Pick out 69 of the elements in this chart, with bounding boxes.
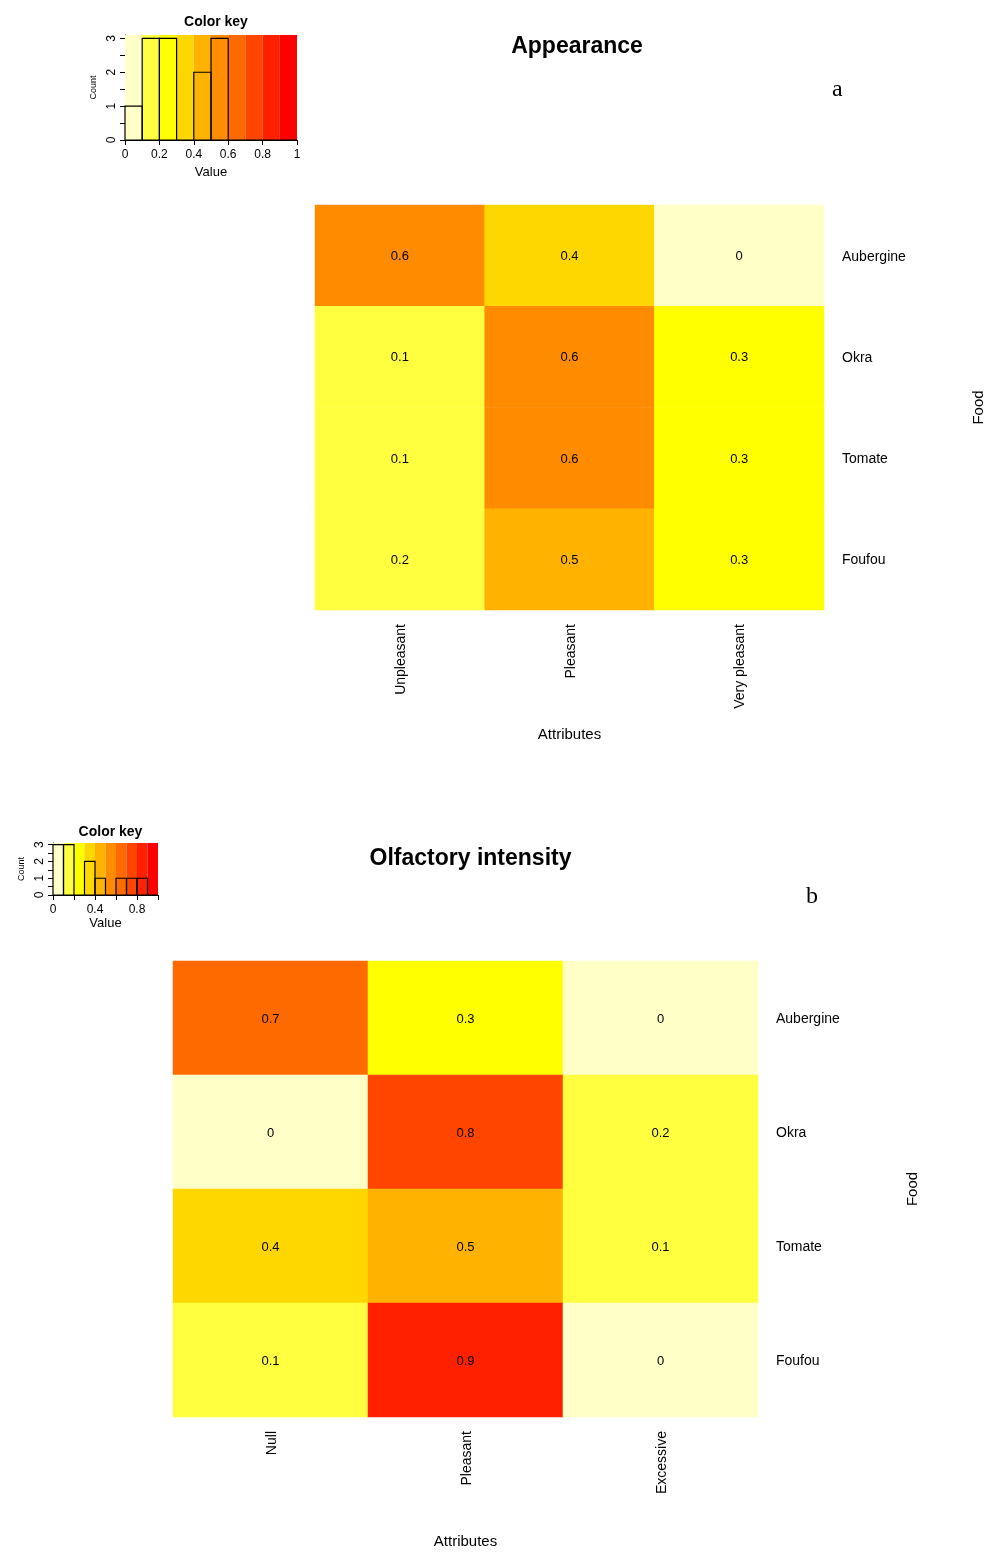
- x-tick-label: Null: [262, 1431, 279, 1456]
- y-tick-label: Tomate: [842, 450, 889, 467]
- x-tick-label: Unpleasant: [391, 623, 408, 695]
- data-label: 0.4: [560, 248, 579, 264]
- x-tick-label: 0.4: [86, 902, 104, 916]
- text: b: [806, 882, 818, 908]
- y-tick-label: Tomate: [776, 1238, 823, 1254]
- y-tick-label: Okra: [776, 1124, 807, 1140]
- data-label: 0: [656, 1010, 665, 1026]
- data-label: 0.9: [456, 1352, 475, 1368]
- y-tick-label: 3: [32, 841, 46, 849]
- data-label: 0.1: [651, 1238, 670, 1254]
- chart-title: Color key: [78, 823, 143, 839]
- data-label: 0.3: [730, 551, 749, 567]
- data-label: 0.2: [390, 551, 409, 567]
- data-label: 0.6: [560, 450, 579, 466]
- x-tick-label: 0.2: [151, 147, 169, 161]
- y-tick-label: Foufou: [842, 551, 886, 568]
- x-tick-label: 0.8: [254, 147, 272, 161]
- data-label: 0.2: [651, 1124, 670, 1140]
- x-tick-label: 1: [293, 147, 301, 161]
- chart-title: Olfactory intensity: [369, 843, 572, 870]
- y-tick-label: Aubergine: [776, 1010, 841, 1026]
- y-tick-label: 1: [32, 874, 46, 882]
- x-tick-label: 0: [49, 902, 57, 916]
- data-label: 0.6: [390, 248, 409, 264]
- x-tick-label: 0: [121, 147, 129, 161]
- y-axis-title: Food: [969, 390, 986, 425]
- data-label: 0.7: [261, 1010, 280, 1026]
- data-label: 0.4: [261, 1238, 280, 1254]
- x-tick-label: Very pleasant: [731, 623, 748, 709]
- x-tick-label: Pleasant: [457, 1430, 474, 1486]
- y-axis-title: Count: [87, 75, 98, 100]
- data-label: 0.5: [456, 1238, 475, 1254]
- chart-title: Appearance: [511, 31, 643, 58]
- data-label: 0: [656, 1352, 665, 1368]
- x-tick-label: 0.8: [128, 902, 146, 916]
- data-label: 0.5: [560, 551, 579, 567]
- x-axis-title: Attributes: [433, 1532, 498, 1549]
- data-label: 0: [266, 1124, 275, 1140]
- y-tick-label: 1: [104, 102, 118, 110]
- y-tick-label: 3: [104, 34, 118, 42]
- y-tick-label: 0: [32, 891, 46, 899]
- data-label: 0.3: [730, 349, 749, 365]
- x-axis-title: Value: [89, 914, 122, 930]
- y-axis-title: Food: [903, 1171, 920, 1207]
- data-label: 0.8: [456, 1124, 475, 1140]
- x-axis-title: Value: [194, 163, 228, 179]
- data-label: 0.3: [730, 450, 749, 466]
- y-tick-label: Okra: [842, 348, 873, 365]
- x-tick-label: 0.4: [185, 147, 203, 161]
- x-axis-title: Attributes: [537, 725, 602, 742]
- data-label: 0.1: [390, 349, 409, 365]
- data-label: 0.1: [261, 1352, 280, 1368]
- data-label: 0.1: [390, 450, 409, 466]
- y-tick-label: Aubergine: [842, 247, 907, 264]
- data-label: 0.6: [560, 349, 579, 365]
- data-label: 0: [735, 248, 743, 264]
- y-tick-label: Foufou: [776, 1352, 820, 1368]
- y-tick-label: 2: [104, 68, 118, 76]
- y-tick-label: 2: [32, 857, 46, 865]
- chart-title: Color key: [184, 13, 249, 29]
- x-tick-label: 0.6: [219, 147, 237, 161]
- x-tick-label: Pleasant: [561, 623, 578, 679]
- y-tick-label: 0: [104, 136, 118, 144]
- x-tick-label: Excessive: [652, 1430, 669, 1495]
- y-axis-title: Count: [15, 856, 26, 882]
- text: a: [832, 75, 843, 101]
- data-label: 0.3: [456, 1010, 475, 1026]
